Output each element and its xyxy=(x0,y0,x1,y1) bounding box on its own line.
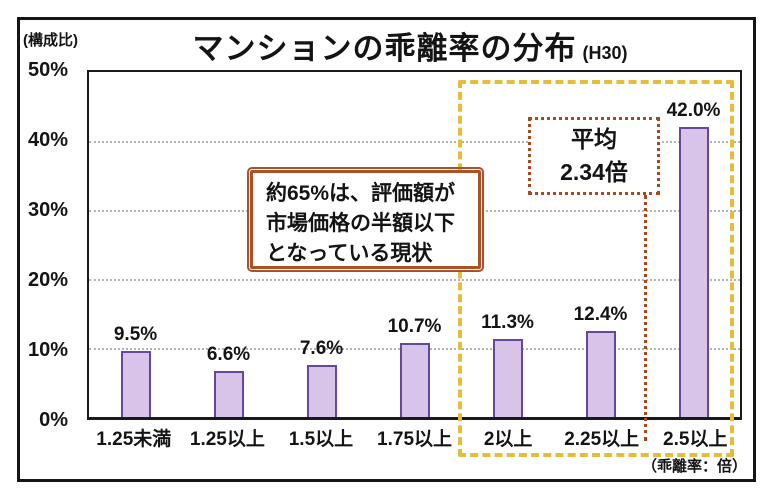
y-tick-label: 50% xyxy=(27,59,68,81)
bar-value-label: 10.7% xyxy=(387,316,442,338)
bar-column: 10.7% xyxy=(368,72,461,417)
x-tick-label: 2以上 xyxy=(483,429,533,450)
bar-column: 11.3% xyxy=(461,72,554,417)
y-axis-unit-label: (構成比) xyxy=(23,32,78,49)
bar-value-label: 9.5% xyxy=(113,324,158,346)
y-tick-label: 40% xyxy=(27,129,68,151)
x-tick-label: 1.25未満 xyxy=(96,429,172,450)
bar xyxy=(306,364,337,417)
bar-value-label: 42.0% xyxy=(666,100,721,122)
bar-column: 9.5% xyxy=(89,72,182,417)
bar-column: 6.6% xyxy=(182,72,275,417)
bar-value-label: 7.6% xyxy=(299,337,344,359)
y-tick-label: 10% xyxy=(27,339,68,361)
x-tick-label: 2.25以上 xyxy=(564,429,640,450)
x-axis-unit-label: （乖離率：倍） xyxy=(641,458,747,475)
y-axis-tick-labels: 0% 10% 20% 30% 40% 50% xyxy=(0,59,74,431)
x-tick-label: 2.5以上 xyxy=(663,429,728,450)
bars-layer: 9.5% 6.6% 7.6% 10.7% 11.3% 12.4% 42.0% xyxy=(89,72,740,417)
average-leader-line xyxy=(644,195,647,441)
bar xyxy=(120,351,151,417)
gridline xyxy=(89,141,740,143)
bar-column: 42.0% xyxy=(647,72,740,417)
x-axis-tick-labels: 1.25未満 1.25以上 1.5以上 1.75以上 2以上 2.25以上 2.5以上 xyxy=(87,424,742,451)
average-annotation-box: 平均 2.34倍 xyxy=(528,117,660,195)
chart-title-suffix: (H30) xyxy=(582,43,628,63)
bar xyxy=(585,331,616,417)
bar xyxy=(678,127,709,417)
bar-column: 7.6% xyxy=(275,72,368,417)
bar-column: 12.4% xyxy=(554,72,647,417)
bar-value-label: 11.3% xyxy=(481,312,534,334)
x-tick-label: 1.25以上 xyxy=(189,429,265,450)
bar-value-label: 12.4% xyxy=(573,304,628,326)
bar xyxy=(213,371,244,417)
bar-value-label: 6.6% xyxy=(206,344,251,366)
chart-title: マンションの乖離率の分布 xyxy=(192,31,577,66)
x-tick-label: 1.75以上 xyxy=(377,429,453,450)
x-tick-label: 1.5以上 xyxy=(288,429,354,450)
bar xyxy=(492,339,523,417)
gridline xyxy=(89,279,740,281)
chart-title-row: マンションの乖離率の分布 (H30) xyxy=(0,23,768,68)
y-tick-label: 30% xyxy=(27,199,68,221)
y-tick-label: 0% xyxy=(39,409,68,431)
y-tick-label: 20% xyxy=(27,269,68,291)
note-annotation-box: 約65%は、評価額が 市場価格の半額以下 となっている現状 xyxy=(247,167,484,272)
bar xyxy=(399,343,430,417)
